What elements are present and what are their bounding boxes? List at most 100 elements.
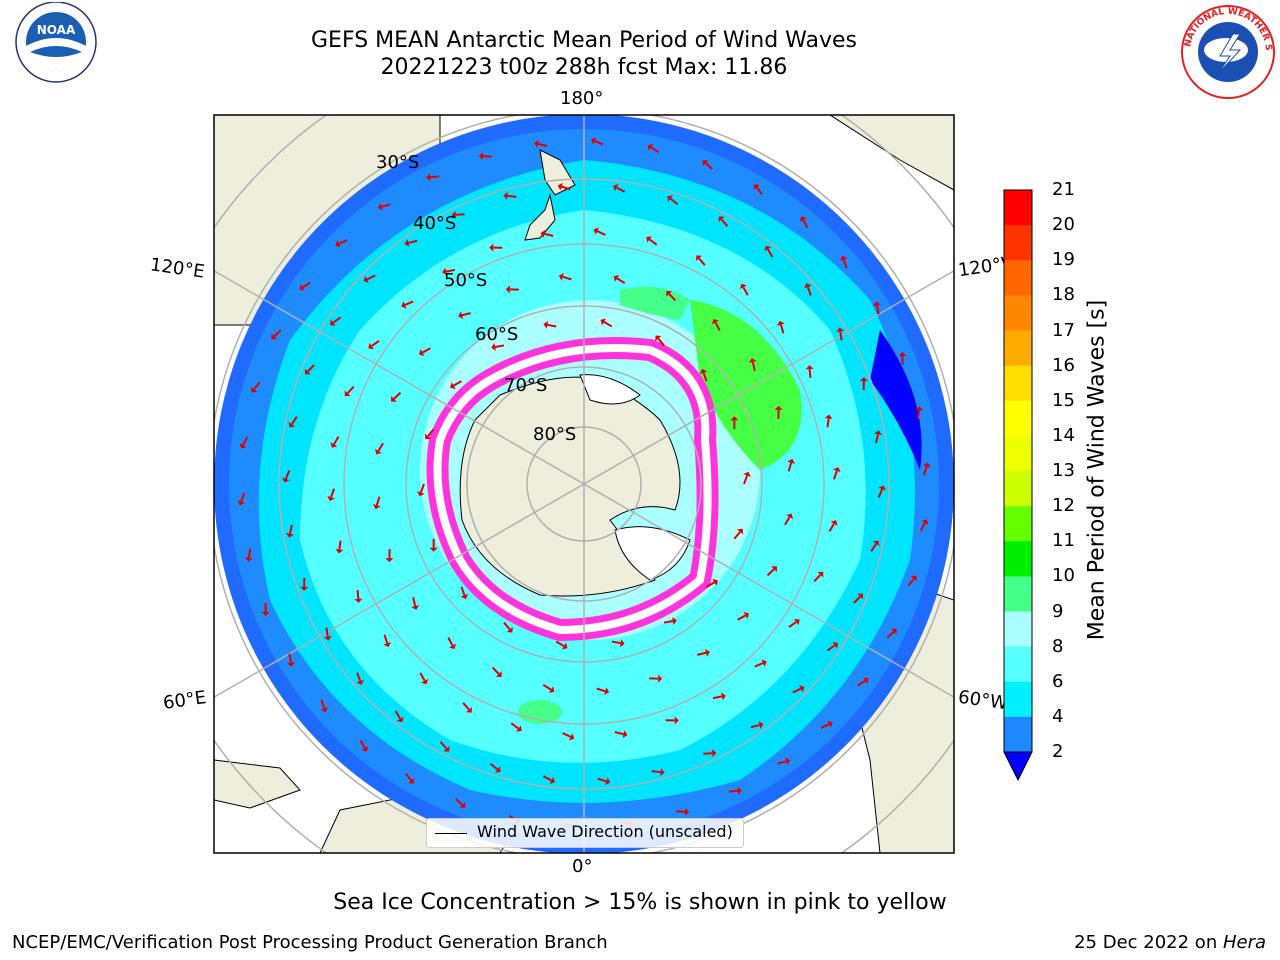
colorbar-tick-label: 4 <box>1052 705 1064 727</box>
wind-arrow-head <box>494 766 501 773</box>
wind-arrow-shaft <box>240 492 246 502</box>
wind-arrow-head <box>922 462 931 468</box>
colorbar-segment <box>1004 541 1032 577</box>
noaa-logo-icon: NOAA <box>15 2 97 83</box>
wind-arrow-head <box>613 184 619 192</box>
wind-arrow-head <box>674 716 679 725</box>
wind-arrow-shaft <box>288 653 292 663</box>
wind-arrow-shaft <box>703 752 713 755</box>
map-frame <box>213 114 955 854</box>
wind-arrow-shaft <box>616 277 626 284</box>
wind-arrow-head <box>874 430 882 436</box>
wind-arrow-shaft <box>751 361 756 371</box>
wind-arrow-shaft <box>808 368 812 379</box>
wind-arrow-shaft <box>332 316 342 324</box>
lat-label-70s: 70°S <box>504 375 548 396</box>
wind-arrow-shaft <box>462 702 470 711</box>
wind-arrow-head <box>335 240 341 248</box>
wind-arrow-shaft <box>806 286 812 296</box>
wind-arrow-shaft <box>338 239 348 245</box>
wind-arrow-shaft <box>669 197 679 206</box>
colorbar-segment <box>1004 506 1032 542</box>
wind-arrow-shaft <box>826 418 830 428</box>
colorbar-tick-label: 17 <box>1052 319 1075 341</box>
wind-arrow-shaft <box>603 321 613 328</box>
wind-arrow-head <box>562 642 568 650</box>
wind-arrow-head <box>859 377 868 382</box>
wind-arrow-shaft <box>596 687 606 693</box>
wind-arrow-head <box>667 195 674 202</box>
wind-arrow-head <box>450 382 456 390</box>
wind-arrow-head <box>424 433 431 440</box>
wind-arrow-shaft <box>307 364 315 373</box>
wind-arrow-shaft <box>333 436 340 445</box>
wind-arrow-head <box>711 318 719 325</box>
footer-branch: NCEP/EMC/Verification Post Processing Pr… <box>12 932 608 953</box>
wind-arrow-shaft <box>404 772 413 782</box>
wind-arrow-shaft <box>857 679 866 687</box>
wind-arrow-shaft <box>242 436 249 446</box>
wind-arrow-head <box>799 685 805 693</box>
wind-arrow-shaft <box>253 381 261 390</box>
wind-arrow-head <box>804 283 812 289</box>
wind-arrow-shaft <box>663 620 674 624</box>
wind-arrow-shaft <box>875 434 880 444</box>
wind-arrow-shaft <box>460 586 466 596</box>
wind-arrow-head <box>323 635 332 641</box>
wind-arrow-head <box>286 532 294 538</box>
wind-arrow-head <box>776 320 785 326</box>
wind-arrow-head <box>506 626 513 633</box>
wind-arrow-head <box>712 749 717 758</box>
wind-arrow-head <box>569 733 575 741</box>
wind-arrow-shaft <box>839 331 843 341</box>
wind-arrow-head <box>613 274 620 282</box>
wind-arrow-head <box>449 643 457 650</box>
wind-arrow-head <box>404 239 410 247</box>
wind-arrow-shaft <box>356 589 360 600</box>
wind-arrow-head <box>718 216 725 223</box>
wind-arrow-shaft <box>788 621 797 628</box>
wind-arrow-head <box>549 776 555 784</box>
wind-arrow-shaft <box>330 488 335 498</box>
svg-text:NOAA: NOAA <box>37 23 76 37</box>
wind-arrow-shaft <box>702 372 708 382</box>
legend-line-swatch <box>435 833 467 834</box>
sea-ice-band <box>426 337 719 642</box>
wind-arrow-head <box>503 191 508 200</box>
wind-arrow-shaft <box>712 695 723 700</box>
wind-arrow-shaft <box>320 699 326 709</box>
wind-arrow-shaft <box>547 323 557 328</box>
colorbar-segment <box>1004 260 1032 296</box>
wind-arrow-shaft <box>383 634 389 644</box>
footer-date-text: 25 Dec 2022 on <box>1074 932 1223 953</box>
wind-arrow-head <box>558 272 564 281</box>
wind-arrow-shaft <box>704 162 713 170</box>
wind-arrow-shaft <box>404 300 414 306</box>
wind-arrow-head <box>921 519 929 525</box>
wind-arrow-shaft <box>842 259 848 269</box>
colorbar-tick-label: 14 <box>1052 424 1075 446</box>
wind-arrow-shaft <box>648 238 658 246</box>
wind-arrow-shaft <box>766 248 774 258</box>
wind-arrow-head <box>299 284 305 291</box>
wind-arrow-head <box>288 421 296 428</box>
colorbar-tick-label: 13 <box>1052 460 1075 481</box>
wind-arrow-shaft <box>371 340 380 347</box>
wind-arrow-head <box>872 540 880 547</box>
wind-arrow-shaft <box>494 344 505 348</box>
wind-arrow-shaft <box>886 630 895 639</box>
wind-arrow-head <box>646 236 652 243</box>
wind-arrow-shaft <box>412 597 417 607</box>
wind-arrow-head <box>730 416 739 421</box>
wind-arrow-shaft <box>853 595 861 604</box>
wind-arrow-shaft <box>445 268 456 273</box>
wind-arrow-shaft <box>650 146 660 154</box>
wind-arrow-shaft <box>657 337 665 347</box>
wind-arrow-head <box>465 706 473 713</box>
lat-label-50s: 50°S <box>444 270 488 291</box>
colorbar-tick-label: 11 <box>1052 530 1075 552</box>
wind-arrow-head <box>591 137 597 145</box>
wind-arrow-head <box>543 320 549 329</box>
wind-arrow-shaft <box>489 762 499 771</box>
wind-arrow-shaft <box>325 627 329 637</box>
